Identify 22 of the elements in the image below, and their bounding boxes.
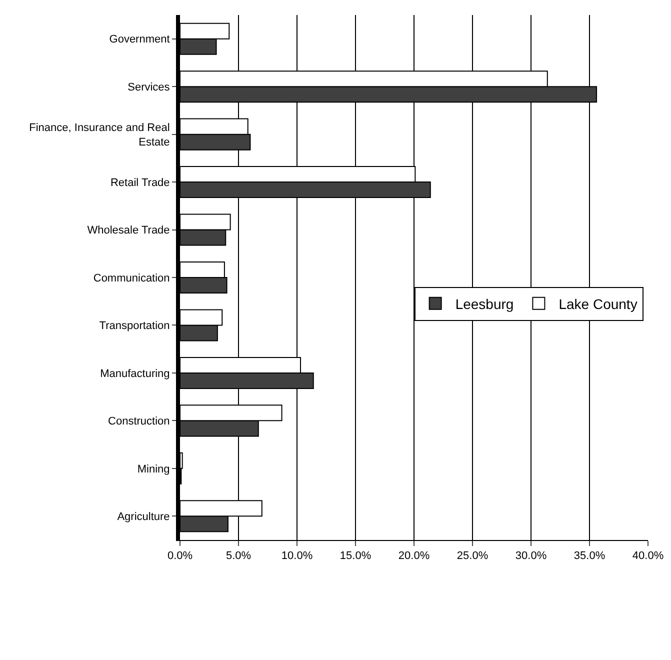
x-tick-label: 0.0% [167,550,193,562]
legend-label: Leesburg [455,296,514,312]
x-tick-label: 20.0% [398,550,430,562]
y-tick-label: Wholesale Trade [87,224,170,237]
y-tick-label: Services [128,81,170,94]
x-tick-label: 25.0% [456,550,488,562]
y-tick-label: Communication [93,272,170,284]
y-tick-label: Construction [108,416,170,428]
y-tick-label: Manufacturing [100,368,170,380]
y-tick-label: Finance, Insurance and Real Estate [29,122,170,148]
y-tick-label: Government [109,34,170,46]
y-tick-label: Agriculture [117,510,170,523]
y-tick-label: Mining [137,463,170,476]
x-tick-label: 5.0% [226,550,252,562]
x-tick-label: 10.0% [281,550,313,562]
x-tick-label: 40.0% [632,550,664,562]
x-tick-label: 15.0% [340,550,372,562]
x-tick-label: 35.0% [574,550,606,562]
y-tick-label: Retail Trade [110,176,170,189]
y-tick-label: Transportation [99,320,170,332]
x-tick-label: 30.0% [515,550,547,562]
legend-label: Lake County [558,296,638,312]
